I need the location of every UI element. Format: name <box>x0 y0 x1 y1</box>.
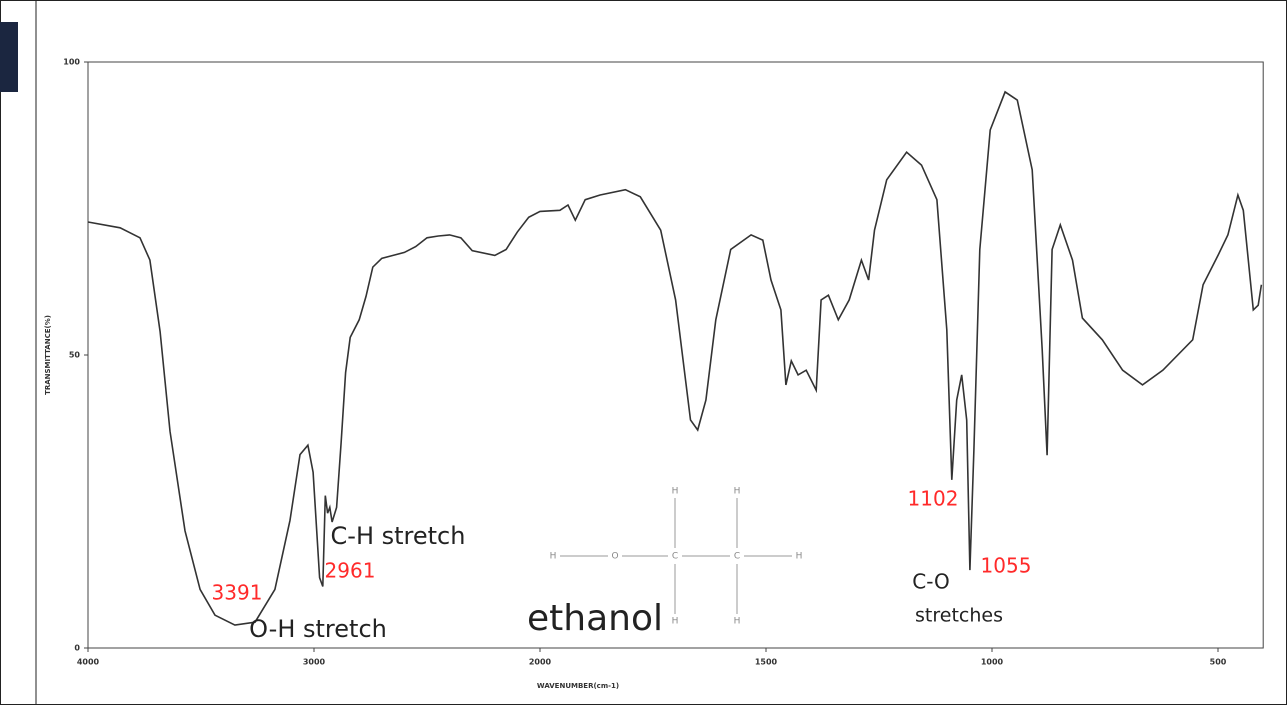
edge-tab <box>0 22 18 92</box>
atom-label: H <box>550 552 557 562</box>
atom-label: C <box>672 552 678 562</box>
atom-label: H <box>796 552 803 562</box>
atom-label: H <box>672 617 679 627</box>
annotation: 1102 <box>908 487 959 511</box>
atom-label: H <box>734 487 741 497</box>
atom-label: O <box>611 552 618 562</box>
annotation: stretches <box>915 605 1003 627</box>
atom-label: H <box>672 487 679 497</box>
annotation: C-O <box>912 570 949 594</box>
annotation: 3391 <box>212 581 263 605</box>
atom-label: C <box>734 552 740 562</box>
x-tick-label: 3000 <box>303 658 326 667</box>
annotation: O-H stretch <box>249 615 387 643</box>
annotation: C-H stretch <box>331 522 466 550</box>
x-tick-label: 2000 <box>529 658 552 667</box>
y-tick-label: 100 <box>63 58 80 67</box>
y-tick-label: 0 <box>74 644 80 653</box>
molecule <box>560 498 792 614</box>
x-tick-label: 1000 <box>981 658 1004 667</box>
x-tick-label: 1500 <box>755 658 778 667</box>
x-tick-label: 4000 <box>77 658 100 667</box>
x-axis-label: WAVENUMBER(cm-1) <box>537 682 619 690</box>
spectrum-line <box>87 90 1263 626</box>
x-tick-label: 500 <box>1210 658 1227 667</box>
annotation: 2961 <box>325 559 376 583</box>
annotation: ethanol <box>527 598 663 639</box>
y-tick-label: 50 <box>69 351 81 360</box>
atom-label: H <box>734 617 741 627</box>
y-axis-label: TRANSMITTANCE(%) <box>44 315 52 395</box>
annotation: 1055 <box>981 554 1032 578</box>
